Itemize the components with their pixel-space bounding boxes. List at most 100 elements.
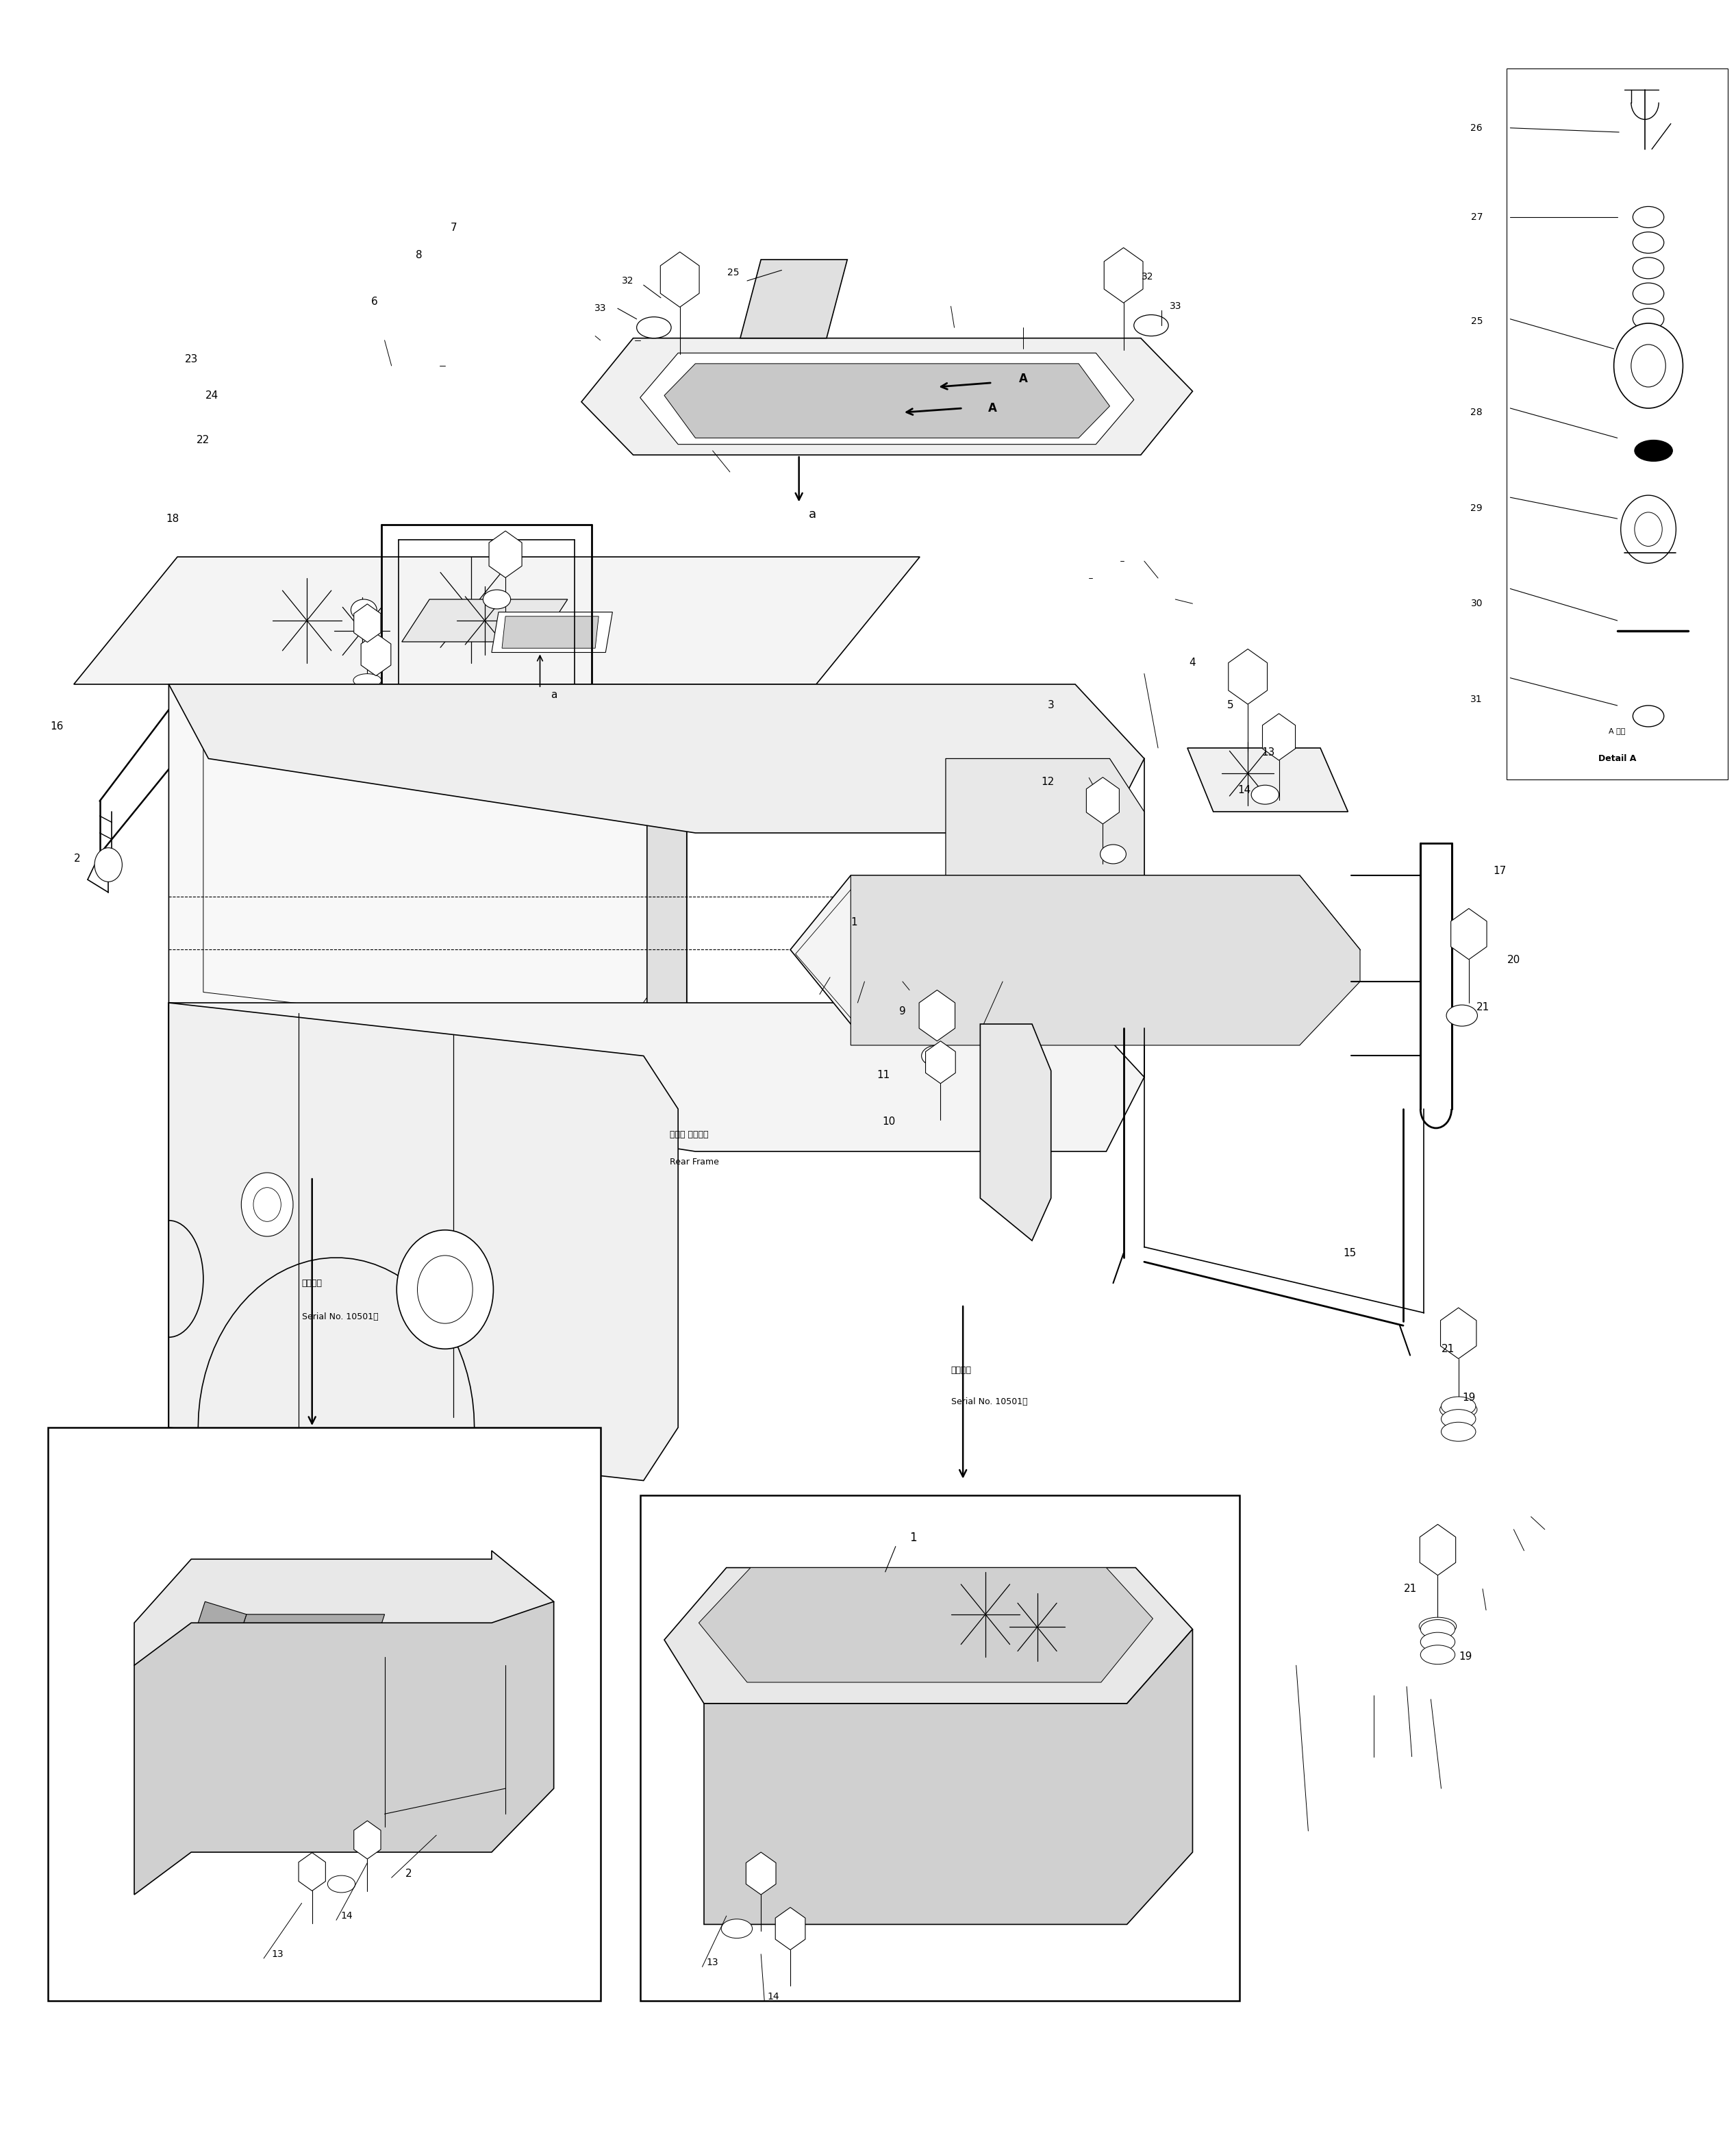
- Circle shape: [1614, 324, 1682, 407]
- Polygon shape: [946, 759, 1144, 990]
- Text: 32: 32: [621, 275, 634, 286]
- Text: 27: 27: [1470, 213, 1483, 222]
- Ellipse shape: [1441, 1423, 1476, 1442]
- Circle shape: [94, 847, 122, 881]
- Ellipse shape: [483, 591, 510, 608]
- Polygon shape: [401, 599, 568, 642]
- Ellipse shape: [351, 599, 377, 621]
- Polygon shape: [790, 875, 1359, 1024]
- Ellipse shape: [1634, 258, 1663, 279]
- Text: Rear Frame: Rear Frame: [670, 1158, 719, 1167]
- Text: 22: 22: [196, 435, 210, 446]
- Polygon shape: [233, 1615, 385, 1657]
- Text: 適用号機: 適用号機: [302, 1278, 323, 1288]
- Text: 32: 32: [1142, 271, 1154, 282]
- Polygon shape: [641, 352, 1134, 444]
- Text: 3: 3: [1047, 700, 1054, 710]
- Polygon shape: [1507, 68, 1727, 781]
- Ellipse shape: [1420, 1632, 1455, 1651]
- Ellipse shape: [1418, 1617, 1457, 1636]
- Polygon shape: [168, 685, 687, 1056]
- Ellipse shape: [1446, 1005, 1477, 1026]
- Circle shape: [417, 1256, 472, 1322]
- Ellipse shape: [328, 1875, 356, 1892]
- Text: 17: 17: [1493, 866, 1507, 877]
- Ellipse shape: [1634, 309, 1663, 331]
- Polygon shape: [502, 616, 599, 648]
- Polygon shape: [740, 260, 847, 339]
- Text: 14: 14: [340, 1911, 352, 1920]
- Text: 1: 1: [910, 1531, 917, 1544]
- Polygon shape: [75, 557, 920, 685]
- Text: A: A: [1019, 373, 1028, 384]
- Text: 33: 33: [1170, 301, 1180, 311]
- Polygon shape: [851, 875, 1359, 1045]
- Text: 33: 33: [594, 303, 606, 314]
- Circle shape: [1635, 512, 1661, 546]
- Text: 21: 21: [1403, 1583, 1417, 1593]
- Polygon shape: [582, 339, 1193, 454]
- Polygon shape: [1187, 749, 1347, 813]
- Polygon shape: [49, 1427, 601, 2001]
- Polygon shape: [134, 1602, 554, 1894]
- Ellipse shape: [1634, 706, 1663, 727]
- Ellipse shape: [1634, 207, 1663, 228]
- Text: 2: 2: [75, 853, 80, 864]
- Circle shape: [241, 1173, 293, 1237]
- Text: 19: 19: [1458, 1651, 1472, 1662]
- Text: 9: 9: [899, 1007, 906, 1017]
- Text: 14: 14: [767, 1992, 779, 2001]
- Text: 適用号機: 適用号機: [951, 1365, 972, 1374]
- Text: 29: 29: [1470, 503, 1483, 512]
- Ellipse shape: [361, 710, 392, 725]
- Text: 12: 12: [1042, 776, 1054, 787]
- Polygon shape: [191, 1602, 247, 1657]
- Ellipse shape: [1634, 284, 1663, 305]
- Polygon shape: [665, 363, 1109, 437]
- Text: 2: 2: [406, 1869, 411, 1879]
- Text: 21: 21: [1476, 1003, 1489, 1013]
- Ellipse shape: [1441, 1397, 1476, 1416]
- Text: 15: 15: [1344, 1248, 1356, 1258]
- Text: 25: 25: [727, 267, 740, 277]
- Text: 25: 25: [1470, 316, 1483, 326]
- Ellipse shape: [1134, 316, 1168, 337]
- Ellipse shape: [1441, 1410, 1476, 1429]
- Ellipse shape: [1252, 785, 1279, 804]
- Text: 18: 18: [165, 514, 179, 525]
- Ellipse shape: [1420, 1645, 1455, 1664]
- Text: 20: 20: [1507, 956, 1521, 966]
- Text: 19: 19: [1462, 1393, 1476, 1404]
- Ellipse shape: [1634, 232, 1663, 254]
- Polygon shape: [168, 685, 1144, 832]
- Text: 13: 13: [1262, 747, 1276, 757]
- Text: 4: 4: [1189, 657, 1196, 668]
- Text: 13: 13: [271, 1950, 283, 1958]
- Text: 7: 7: [450, 222, 457, 232]
- Text: Serial No. 10501～: Serial No. 10501～: [302, 1312, 378, 1322]
- Polygon shape: [134, 1551, 554, 1666]
- Text: 6: 6: [372, 296, 377, 307]
- Circle shape: [1632, 346, 1665, 386]
- Text: Serial No. 10501～: Serial No. 10501～: [951, 1397, 1028, 1406]
- Text: a: a: [809, 508, 816, 520]
- Text: 31: 31: [1470, 695, 1483, 704]
- Polygon shape: [168, 1003, 1144, 1152]
- Polygon shape: [648, 685, 687, 1056]
- Polygon shape: [665, 1568, 1193, 1704]
- Text: A: A: [988, 401, 996, 414]
- Text: 30: 30: [1470, 599, 1483, 608]
- Ellipse shape: [1439, 1401, 1477, 1418]
- Text: 28: 28: [1470, 407, 1483, 418]
- Polygon shape: [700, 1568, 1153, 1683]
- Circle shape: [396, 1231, 493, 1348]
- Text: 1: 1: [851, 917, 858, 928]
- Polygon shape: [705, 1630, 1193, 1924]
- Ellipse shape: [922, 1045, 953, 1066]
- Text: 8: 8: [417, 250, 422, 260]
- Polygon shape: [981, 1024, 1050, 1241]
- Ellipse shape: [720, 1920, 752, 1939]
- Ellipse shape: [1264, 725, 1295, 747]
- Text: 21: 21: [1441, 1344, 1455, 1354]
- Polygon shape: [168, 1003, 679, 1480]
